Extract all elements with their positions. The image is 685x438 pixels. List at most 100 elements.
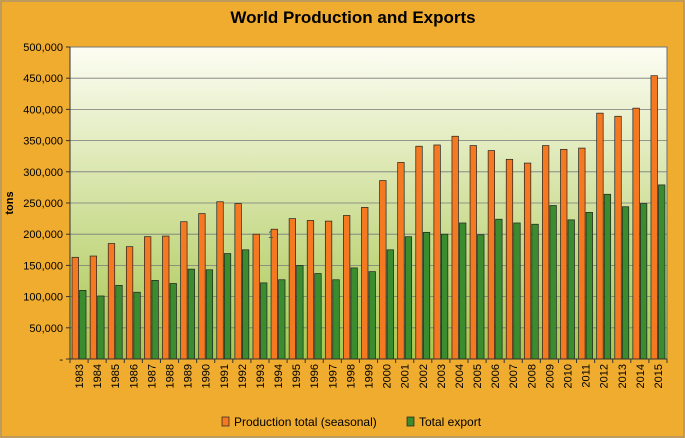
bar-production-2005: [469, 145, 477, 360]
bar-export-2009: [549, 205, 557, 360]
x-tick-label: 1996: [309, 364, 321, 388]
bar-export-2015: [658, 184, 666, 360]
x-tick-label: 1998: [345, 364, 357, 388]
x-tick-label: 2001: [400, 364, 412, 388]
bar-export-1995: [296, 265, 304, 360]
x-tick-label: 1985: [110, 364, 122, 388]
x-tick-label: 1993: [255, 364, 267, 388]
y-tick-label: -: [59, 354, 63, 366]
x-tick-label: 2002: [418, 364, 430, 388]
bar-export-1994: [278, 279, 286, 360]
y-tick-label: 50,000: [29, 323, 63, 335]
bar-export-2011: [585, 212, 593, 360]
bar-export-1988: [169, 283, 177, 360]
x-tick-label: 1992: [237, 364, 249, 388]
bar-production-2000: [379, 180, 387, 360]
bar-export-1993: [260, 282, 268, 360]
bar-production-2011: [578, 147, 586, 360]
x-tick-label: 2006: [490, 364, 502, 388]
x-tick-label: 2010: [563, 364, 575, 388]
x-tick-label: 1983: [74, 364, 86, 388]
bar-export-2000: [386, 249, 394, 360]
bar-export-2013: [621, 206, 630, 360]
x-tick-label: 2004: [454, 364, 466, 388]
bar-production-2014: [632, 107, 640, 360]
x-tick-label: 1989: [183, 364, 195, 388]
bar-export-1986: [133, 291, 141, 360]
bar-production-2015: [650, 75, 658, 360]
bars: [71, 75, 666, 360]
bar-production-1989: [180, 221, 188, 360]
bar-production-1995: [288, 218, 296, 360]
bar-export-2001: [404, 236, 413, 360]
bar-export-1991: [223, 253, 232, 360]
x-tick-label: 1988: [165, 364, 177, 388]
y-tick-label: 100,000: [23, 292, 63, 304]
bar-production-1990: [198, 213, 206, 360]
bar-export-1992: [242, 249, 250, 360]
annotation-label: 1: [268, 230, 274, 241]
x-tick-label: 2008: [526, 364, 538, 388]
bar-export-1989: [187, 268, 195, 360]
bar-production-2012: [596, 112, 604, 360]
bar-export-1985: [115, 285, 123, 360]
bar-export-2004: [459, 222, 467, 360]
bar-export-2007: [513, 222, 521, 360]
x-tick-label: 2000: [382, 364, 394, 388]
x-tick-label: 1986: [128, 364, 140, 388]
bar-production-1988: [162, 235, 170, 360]
bar-production-1987: [144, 236, 152, 360]
legend-swatch-production: [221, 416, 230, 427]
bar-production-2007: [505, 158, 514, 360]
x-tick-label: 2003: [436, 364, 448, 388]
x-tick-label: 1995: [291, 364, 303, 388]
bar-production-2008: [523, 162, 532, 360]
x-tick-label: 2007: [508, 364, 520, 388]
bar-production-2006: [487, 150, 495, 360]
bar-production-1998: [343, 215, 351, 360]
bar-export-2012: [603, 193, 612, 360]
y-axis-ticks: - 50,000 100,000 150,000 200,000 250,000 300,0…: [23, 42, 70, 366]
bar-export-2010: [567, 219, 575, 360]
bar-production-1992: [234, 203, 242, 360]
x-tick-label: 1997: [327, 364, 339, 388]
y-tick-label: 500,000: [23, 42, 63, 54]
x-tick-label: 1987: [146, 364, 158, 388]
bar-production-2001: [397, 162, 405, 360]
y-tick-label: 450,000: [23, 73, 63, 85]
bar-production-1986: [125, 246, 134, 360]
y-tick-label: 400,000: [23, 104, 63, 116]
bar-export-2014: [640, 203, 648, 360]
bar-production-1997: [324, 220, 333, 360]
x-tick-label: 1984: [92, 364, 104, 388]
bar-production-1996: [306, 220, 315, 360]
bar-export-1983: [79, 290, 87, 360]
bar-production-2009: [542, 145, 550, 360]
y-tick-label: 200,000: [23, 229, 63, 241]
bar-export-2006: [495, 218, 503, 360]
x-tick-label: 1994: [273, 364, 285, 388]
y-axis-label: tons: [4, 191, 16, 214]
x-axis-ticks: 1983 1984 1985 1986 1987 1988 1989 1990 1991 1992…: [69, 359, 668, 388]
bar-production-1991: [216, 201, 224, 360]
bar-export-1997: [332, 279, 340, 360]
x-tick-label: 1990: [201, 364, 213, 388]
chart-title: World Production and Exports: [230, 8, 475, 27]
bar-export-2002: [422, 231, 431, 360]
annotations: 1: [268, 230, 274, 241]
y-tick-label: 150,000: [23, 260, 63, 272]
bar-production-1999: [361, 207, 369, 360]
bar-production-1984: [89, 255, 97, 360]
legend-label-production: Production total (seasonal): [234, 415, 377, 429]
bar-export-2008: [531, 223, 539, 360]
legend-swatch-export: [406, 416, 415, 427]
x-tick-label: 1999: [364, 364, 376, 388]
bar-production-2003: [433, 144, 441, 360]
x-tick-label: 2014: [635, 364, 647, 388]
gridlines: [70, 46, 667, 329]
bar-production-2010: [560, 148, 568, 360]
bar-production-1994: [270, 228, 278, 360]
bar-export-1996: [314, 273, 322, 360]
